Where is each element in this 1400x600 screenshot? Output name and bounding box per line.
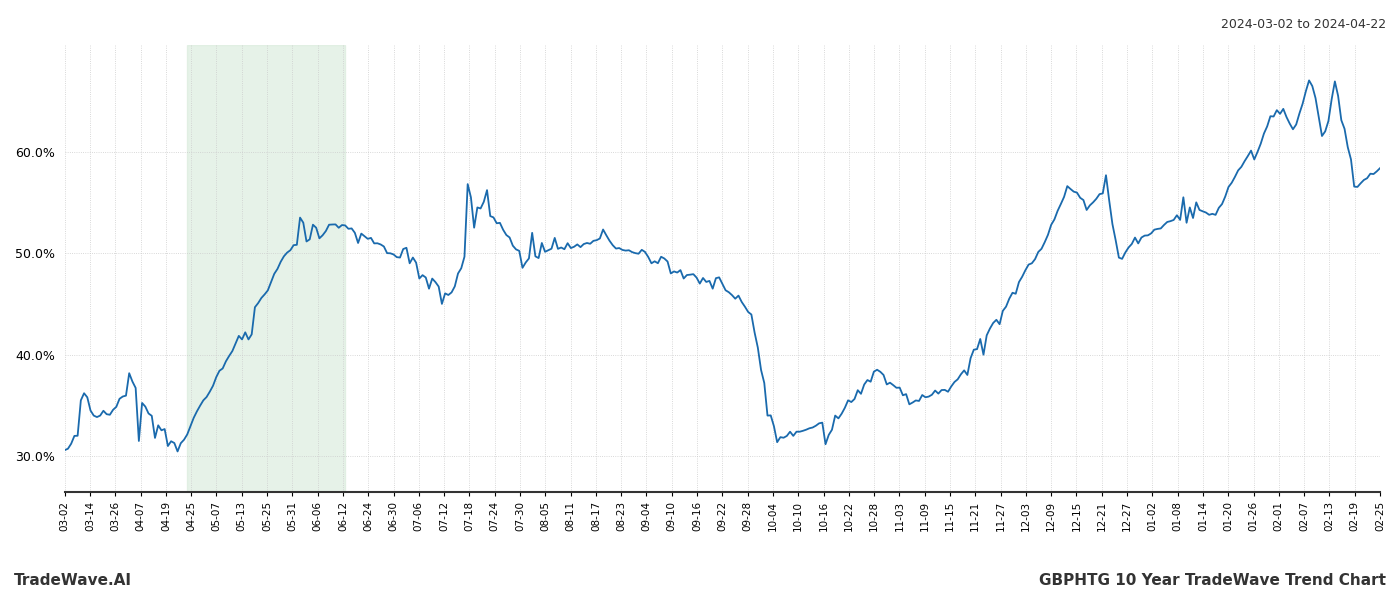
Bar (188, 45, 346, 492)
Text: GBPHTG 10 Year TradeWave Trend Chart: GBPHTG 10 Year TradeWave Trend Chart (1039, 573, 1386, 588)
Text: TradeWave.AI: TradeWave.AI (14, 573, 132, 588)
Text: 2024-03-02 to 2024-04-22: 2024-03-02 to 2024-04-22 (1221, 18, 1386, 31)
